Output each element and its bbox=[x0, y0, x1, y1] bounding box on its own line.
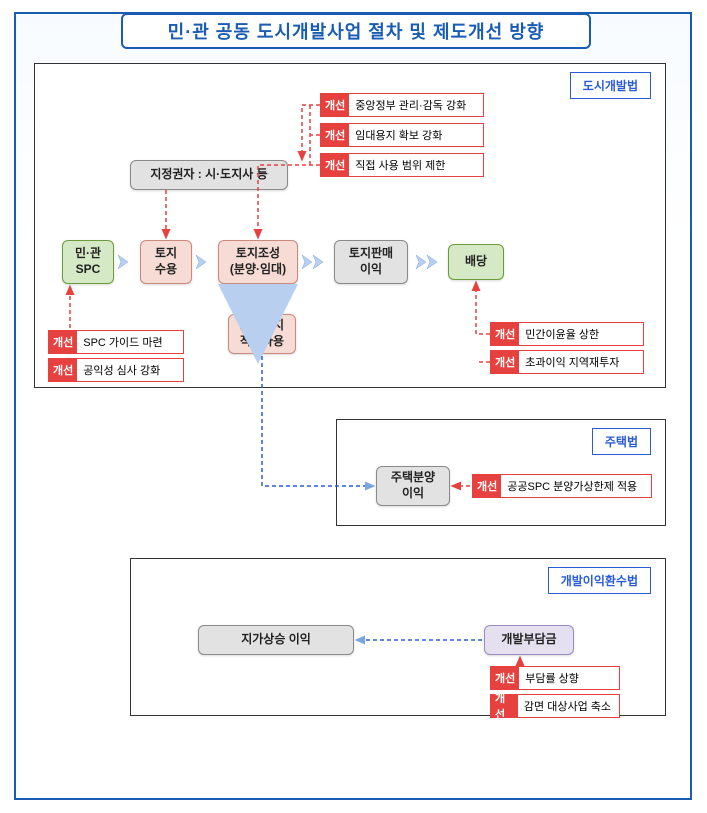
improvement-direct-use-limit: 개선 직접 사용 범위 제한 bbox=[320, 153, 484, 177]
improvement-rental-land: 개선 임대용지 확보 강화 bbox=[320, 123, 484, 147]
improv-text: 직접 사용 범위 제한 bbox=[355, 157, 453, 173]
improvement-exemption-reduce: 개선 감면 대상사업 축소 bbox=[490, 694, 620, 718]
badge-improv: 개선 bbox=[491, 323, 519, 345]
section-tag: 도시개발법 bbox=[570, 72, 651, 99]
improvement-spc-guide: 개선 SPC 가이드 마련 bbox=[48, 330, 184, 354]
improv-text: 감면 대상사업 축소 bbox=[524, 698, 619, 714]
badge-improv: 개선 bbox=[491, 351, 519, 373]
improv-text: 중앙정부 관리·감독 강화 bbox=[355, 97, 474, 113]
node-direct-use: 조성토지직접사용 bbox=[228, 314, 296, 354]
badge-improv: 개선 bbox=[321, 154, 349, 176]
badge-improv: 개선 bbox=[321, 124, 349, 146]
page-title: 민·관 공동 도시개발사업 절차 및 제도개선 방향 bbox=[168, 18, 545, 44]
node-housing-profit: 주택분양이익 bbox=[376, 466, 450, 506]
section-tag: 주택법 bbox=[592, 428, 651, 455]
badge-improv: 개선 bbox=[49, 359, 77, 381]
section-tag: 개발이익환수법 bbox=[548, 567, 651, 594]
badge-improv: 개선 bbox=[49, 331, 77, 353]
improvement-profit-cap: 개선 민간이윤율 상한 bbox=[490, 322, 644, 346]
node-land-development: 토지조성(분양·임대) bbox=[218, 240, 298, 284]
improv-text: 민간이윤율 상한 bbox=[525, 326, 607, 342]
improvement-price-cap: 개선 공공SPC 분양가상한제 적용 bbox=[472, 474, 652, 498]
improvement-excess-profit: 개선 초과이익 지역재투자 bbox=[490, 350, 644, 374]
badge-improv: 개선 bbox=[473, 475, 501, 497]
improv-text: 초과이익 지역재투자 bbox=[525, 354, 627, 370]
node-spc: 민·관SPC bbox=[62, 240, 114, 284]
node-dividend: 배당 bbox=[448, 244, 504, 280]
improvement-charge-rate: 개선 부담률 상향 bbox=[490, 666, 620, 690]
node-land-sale-profit: 토지판매이익 bbox=[334, 240, 408, 284]
improvement-central-gov: 개선 중앙정부 관리·감독 강화 bbox=[320, 93, 484, 117]
badge-improv: 개선 bbox=[491, 667, 519, 689]
improv-text: 공공SPC 분양가상한제 적용 bbox=[507, 478, 645, 494]
node-dev-charge: 개발부담금 bbox=[484, 625, 574, 655]
improv-text: 임대용지 확보 강화 bbox=[355, 127, 450, 143]
improv-text: 부담률 상향 bbox=[525, 670, 587, 686]
improv-text: SPC 가이드 마련 bbox=[83, 334, 170, 350]
node-land-expropriation: 토지수용 bbox=[140, 240, 192, 284]
badge-improv: 개선 bbox=[491, 695, 518, 717]
node-land-price-profit: 지가상승 이익 bbox=[198, 625, 354, 655]
node-designator: 지정권자 : 시·도지사 등 bbox=[130, 160, 288, 190]
title-banner: 민·관 공동 도시개발사업 절차 및 제도개선 방향 bbox=[121, 13, 591, 49]
badge-improv: 개선 bbox=[321, 94, 349, 116]
improv-text: 공익성 심사 강화 bbox=[83, 362, 168, 378]
improvement-public-interest: 개선 공익성 심사 강화 bbox=[48, 358, 184, 382]
